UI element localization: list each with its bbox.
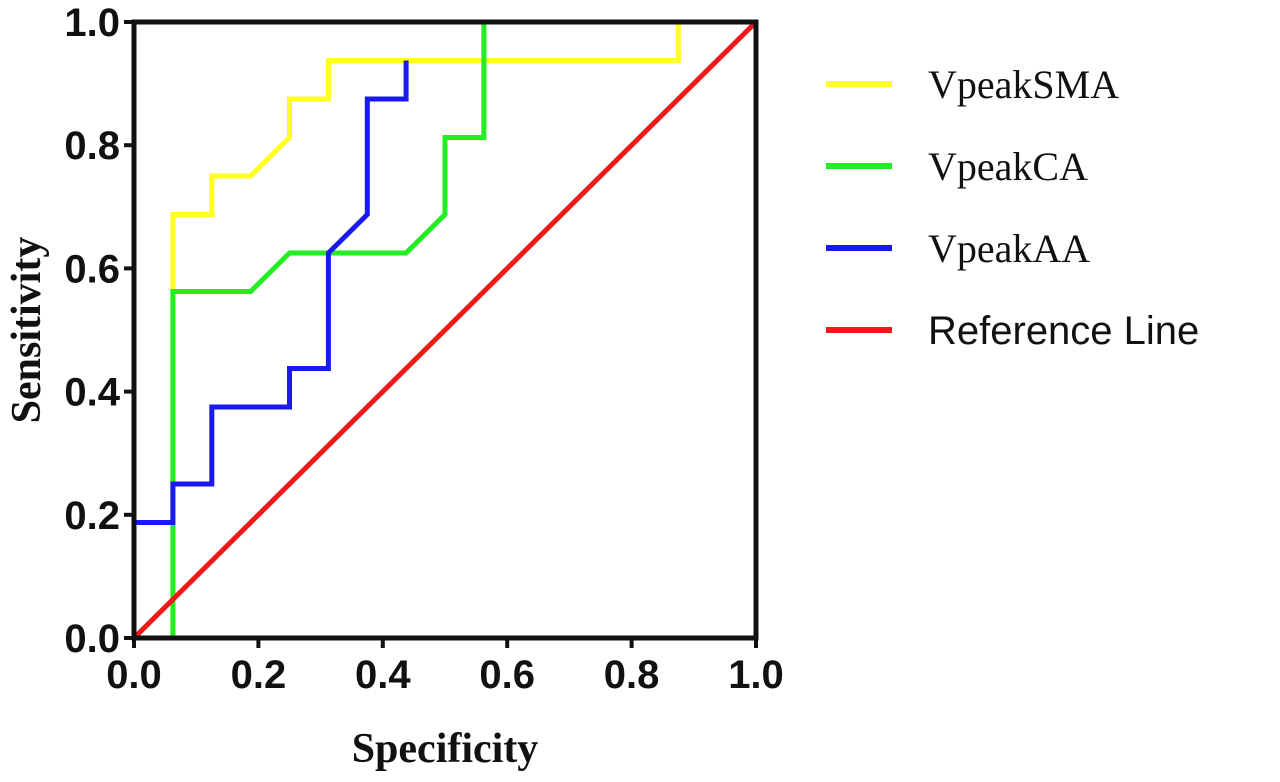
series-line-reference-line	[132, 20, 758, 640]
x-tick-label: 1.0	[728, 653, 784, 697]
legend-label-vpeakaa: VpeakAA	[928, 226, 1090, 271]
series-line-vpeaksma	[134, 19, 756, 641]
legend-label-reference-line: Reference Line	[928, 309, 1199, 353]
y-tick-label: 0.2	[64, 494, 120, 538]
y-tick-label: 0.6	[64, 247, 120, 291]
legend-label-vpeaksma: VpeakSMA	[928, 62, 1119, 107]
series-layer	[131, 19, 758, 641]
legend: VpeakSMA VpeakCA VpeakAA Reference Line	[826, 62, 1199, 353]
x-tick-label: 0.2	[231, 653, 287, 697]
series-line-vpeakca	[170, 19, 756, 638]
y-tick-label: 0.8	[64, 124, 120, 168]
plot-frame	[131, 19, 759, 641]
ticks-layer: 0.0 0.2 0.4 0.6 0.8 1.0 0.0 0.2 0.4 0.6 0.8 1.0	[64, 1, 783, 697]
y-tick-label: 1.0	[64, 1, 120, 45]
series-line-vpeakaa	[131, 60, 409, 638]
y-axis-title: Sensitivity	[4, 237, 50, 424]
x-tick-label: 0.0	[106, 653, 162, 697]
x-tick-label: 0.8	[604, 653, 660, 697]
y-tick-label: 0.0	[64, 617, 120, 661]
x-tick-label: 0.6	[479, 653, 535, 697]
y-tick-label: 0.4	[64, 371, 120, 415]
legend-label-vpeakca: VpeakCA	[928, 144, 1088, 189]
x-axis-title: Specificity	[352, 726, 539, 772]
x-tick-label: 0.4	[355, 653, 411, 697]
